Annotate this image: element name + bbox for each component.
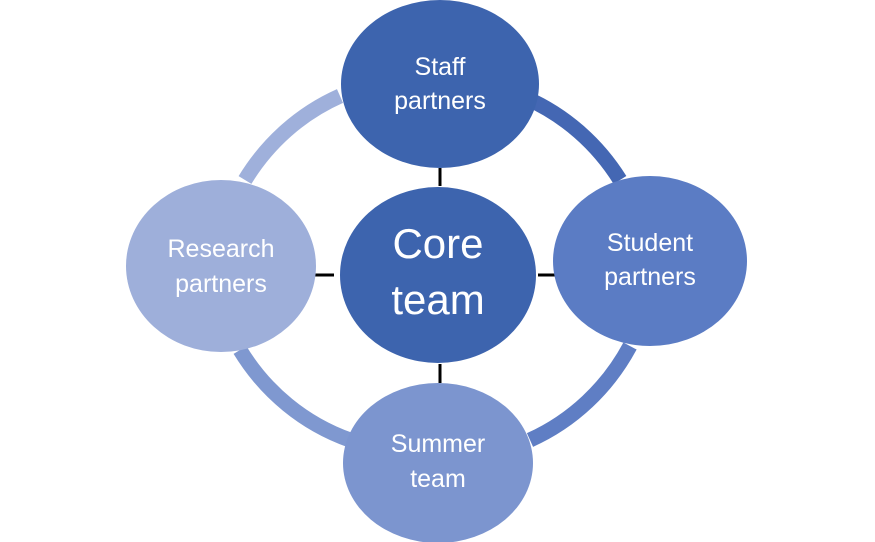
node-core-team: Core team xyxy=(340,187,536,363)
node-core-label-line1: Core xyxy=(392,220,483,267)
node-research-label-line2: partners xyxy=(175,270,267,298)
node-student-label-line2: partners xyxy=(604,263,696,291)
node-student-partners: Student partners xyxy=(553,176,747,346)
node-staff-partners: Staff partners xyxy=(341,0,539,168)
node-staff-label-line2: partners xyxy=(394,87,486,115)
node-core-label-line2: team xyxy=(391,276,484,323)
ring-arc-staff-student xyxy=(522,91,627,185)
node-summer-team: Summer team xyxy=(343,383,533,542)
node-research-label-line1: Research xyxy=(168,235,275,263)
node-summer-label-line1: Summer xyxy=(391,430,485,458)
ring-arc-summer-research xyxy=(233,346,353,448)
node-student-label-line1: Student xyxy=(607,229,693,257)
node-summer-label-line2: team xyxy=(410,465,466,493)
ring-arc-research-staff xyxy=(238,89,344,184)
node-research-partners: Research partners xyxy=(126,180,316,352)
ring-arc-student-summer xyxy=(526,342,637,447)
node-staff-label-line1: Staff xyxy=(415,53,466,81)
